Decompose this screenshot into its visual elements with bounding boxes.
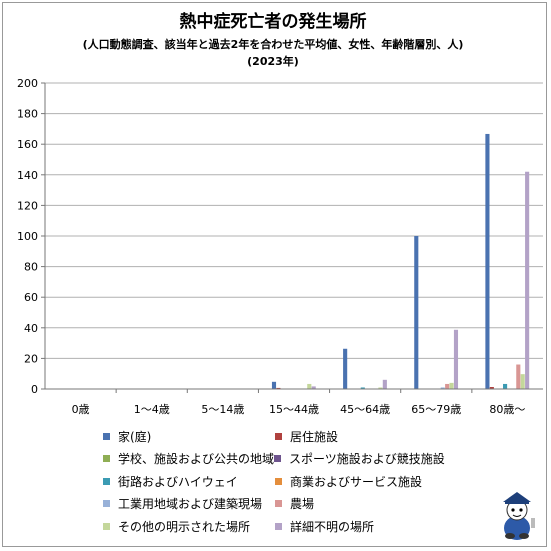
bar	[525, 171, 530, 389]
y-tick-label: 60	[24, 291, 38, 304]
legend-item: その他の明示された場所	[103, 518, 275, 535]
y-tick-label: 80	[24, 261, 38, 274]
y-tick-label: 160	[17, 138, 38, 151]
chart-subtitle: (人口動態調査、該当年と過去2年を合わせた平均値、女性、年齢階層別、人)	[83, 37, 464, 51]
legend-label: 商業およびサービス施設	[289, 474, 422, 489]
legend-item: 商業およびサービス施設	[274, 473, 433, 490]
bar	[378, 387, 383, 389]
y-tick-label: 0	[31, 383, 38, 396]
chart: 熱中症死亡者の発生場所 (人口動態調査、該当年と過去2年を合わせた平均値、女性、…	[17, 11, 543, 416]
x-tick-label: 0歳	[72, 403, 90, 416]
y-tick-label: 120	[17, 199, 38, 212]
legend-swatch	[103, 500, 110, 508]
legend-row: 工業用地域および建築現場 農場	[103, 493, 433, 516]
legend-item: 詳細不明の場所	[274, 518, 433, 535]
bar	[449, 382, 454, 389]
legend-label: 詳細不明の場所	[289, 519, 374, 534]
legend-swatch	[103, 477, 110, 485]
bar	[271, 381, 277, 389]
legend-label: 家(庭)	[118, 429, 152, 444]
y-tick-label: 40	[24, 322, 38, 335]
legend-label: 学校、施設および公共の地域	[118, 452, 275, 467]
bar	[503, 383, 508, 389]
y-tick-label: 200	[17, 77, 38, 90]
x-tick-label: 65〜79歳	[411, 403, 461, 416]
x-tick-label: 15〜44歳	[269, 403, 319, 416]
bar	[485, 133, 490, 389]
legend-swatch	[274, 522, 282, 530]
bar	[516, 364, 521, 389]
bar	[445, 383, 450, 389]
legend-row: その他の明示された場所 詳細不明の場所	[103, 515, 433, 538]
legend-swatch	[274, 500, 282, 508]
legend-label: 居住施設	[289, 429, 338, 444]
legend: 家(庭) 居住施設 学校、施設および公共の地域 スポーツ施設および競技施設 街路およびハ…	[103, 425, 445, 538]
legend-item: 工業用地域および建築現場	[103, 495, 275, 512]
legend-label: 街路およびハイウェイ	[118, 474, 238, 489]
x-tick-label: 80歳〜	[489, 403, 525, 416]
bars	[58, 133, 530, 389]
legend-item: 居住施設	[274, 428, 433, 445]
legend-swatch	[103, 432, 110, 440]
bar	[360, 387, 365, 389]
legend-item: 農場	[274, 495, 433, 512]
bar	[276, 387, 281, 389]
bar	[489, 387, 494, 389]
legend-label: 農場	[289, 497, 314, 512]
chart-subtitle-year: (2023年)	[247, 54, 299, 68]
bar	[414, 236, 419, 389]
legend-row: 街路およびハイウェイ 商業およびサービス施設	[103, 470, 433, 493]
x-tick-label: 5〜14歳	[201, 403, 244, 416]
legend-swatch	[274, 455, 282, 463]
gridlines	[45, 82, 543, 359]
legend-swatch	[274, 432, 282, 440]
y-tick-label: 20	[24, 352, 38, 365]
legend-item: 街路およびハイウェイ	[103, 473, 275, 490]
bar	[520, 374, 525, 389]
mascot-logo	[503, 492, 535, 540]
bar	[311, 386, 316, 389]
x-axis: 0歳 1〜4歳 5〜14歳 15〜44歳 45〜64歳 65〜79歳 80歳〜	[45, 388, 543, 416]
y-tick-label: 140	[17, 169, 38, 182]
legend-row: 家(庭) 居住施設	[103, 425, 433, 448]
bar	[343, 348, 348, 389]
legend-row: 学校、施設および公共の地域 スポーツ施設および競技施設	[103, 448, 445, 471]
legend-item: スポーツ施設および競技施設	[274, 450, 445, 467]
bar	[440, 387, 445, 389]
x-tick-label: 1〜4歳	[134, 403, 170, 416]
legend-label: スポーツ施設および競技施設	[289, 452, 445, 467]
y-tick-label: 100	[17, 230, 38, 243]
bar	[382, 379, 387, 389]
legend-label: その他の明示された場所	[118, 519, 251, 534]
legend-item: 家(庭)	[103, 428, 275, 445]
y-tick-label: 180	[17, 108, 38, 121]
bar	[307, 383, 312, 389]
legend-item: 学校、施設および公共の地域	[103, 450, 274, 467]
chart-frame: 熱中症死亡者の発生場所 (人口動態調査、該当年と過去2年を合わせた平均値、女性、…	[2, 2, 547, 547]
bar	[453, 329, 459, 389]
y-axis: 0 20 40 60 80 100 120 140 160 180 200	[17, 77, 46, 396]
legend-label: 工業用地域および建築現場	[118, 497, 263, 512]
legend-swatch	[103, 455, 110, 463]
legend-swatch	[103, 522, 110, 530]
x-tick-label: 45〜64歳	[340, 403, 390, 416]
legend-swatch	[274, 477, 282, 485]
chart-title: 熱中症死亡者の発生場所	[180, 11, 367, 32]
